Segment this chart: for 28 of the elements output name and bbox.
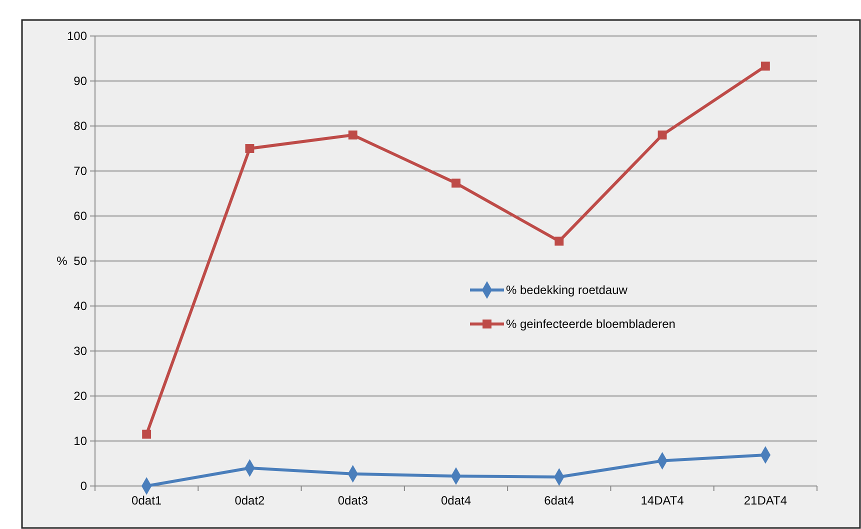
y-tick-label: 0 <box>80 478 88 493</box>
x-tick-label: 0dat1 <box>132 494 162 508</box>
x-tick-label: 0dat2 <box>234 494 266 508</box>
legend-label: % geinfecteerde bloembladeren <box>506 317 676 331</box>
x-tick-label: 0dat3 <box>338 494 368 508</box>
y-tick-label: 100 <box>66 28 88 43</box>
y-tick-label: 10 <box>74 434 88 448</box>
y-axis-title: % <box>56 254 68 268</box>
point <box>554 236 564 246</box>
point <box>348 130 358 140</box>
point <box>245 144 254 153</box>
y-tick-label: 60 <box>74 208 88 223</box>
point <box>658 130 667 140</box>
y-tick-label: 30 <box>74 344 88 358</box>
y-tick-label: 40 <box>74 298 88 313</box>
point <box>452 178 460 188</box>
y-tick-label: 80 <box>74 118 88 133</box>
y-tick-label: 20 <box>74 388 88 403</box>
point <box>142 430 152 439</box>
legend-label: % bedekking roetdauw <box>506 283 628 297</box>
x-tick-label: 0dat4 <box>440 494 472 508</box>
x-tick-label: 21DAT4 <box>744 494 788 508</box>
y-tick-label: 90 <box>74 74 88 88</box>
y-tick-label: 70 <box>74 164 88 178</box>
x-tick-label: 6dat4 <box>544 494 574 508</box>
y-tick-label: 50 <box>74 254 88 268</box>
x-tick-label: 14DAT4 <box>640 494 684 508</box>
point <box>760 62 770 71</box>
